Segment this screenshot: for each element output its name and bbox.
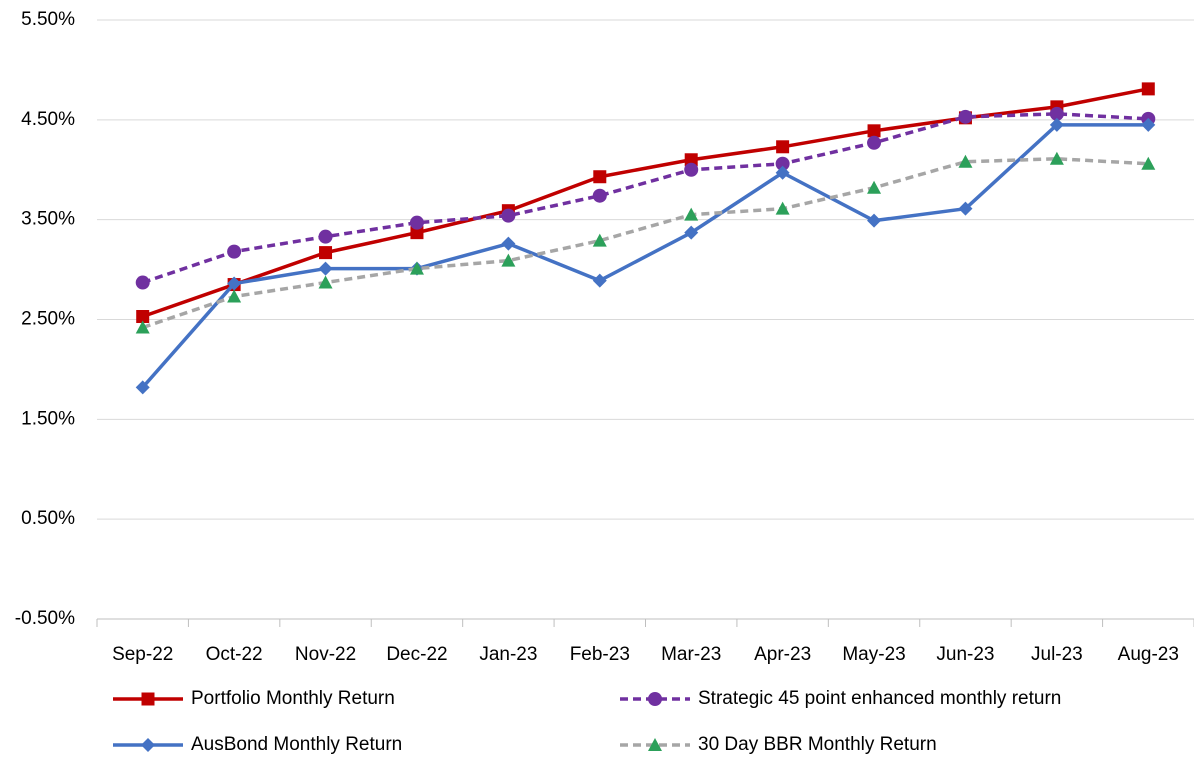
legend-marker [648, 738, 662, 751]
marker [684, 153, 698, 167]
marker [958, 109, 973, 124]
series-line [142, 157, 1149, 330]
x-tick-label: Jul-23 [1031, 644, 1083, 665]
marker [867, 180, 882, 194]
marker [592, 233, 607, 247]
marker [1141, 156, 1156, 170]
x-tick-label: Feb-23 [570, 644, 630, 665]
legend-marker [648, 692, 662, 706]
legend-marker [141, 692, 155, 706]
marker [1049, 151, 1064, 165]
legend-label: AusBond Monthly Return [191, 734, 402, 755]
marker [410, 226, 424, 240]
marker [775, 201, 790, 215]
marker [1141, 82, 1155, 96]
y-tick-label: 1.50% [21, 408, 75, 429]
x-tick-label: May-23 [842, 644, 905, 665]
x-tick-label: Jan-23 [479, 644, 537, 665]
marker [501, 208, 516, 223]
legend-label: Strategic 45 point enhanced monthly retu… [698, 688, 1061, 709]
legend-marker [141, 738, 155, 752]
marker [318, 275, 333, 289]
marker [409, 215, 424, 230]
x-tick-label: Sep-22 [112, 644, 173, 665]
marker [409, 261, 424, 275]
series-line [142, 87, 1149, 319]
marker [318, 261, 333, 276]
x-tick-label: Nov-22 [295, 644, 356, 665]
series-line [142, 112, 1149, 285]
marker [318, 229, 333, 244]
marker [684, 162, 699, 177]
x-tick-label: Mar-23 [661, 644, 721, 665]
marker [684, 225, 699, 240]
marker [1049, 117, 1064, 132]
marker [501, 236, 516, 251]
y-tick-label: 3.50% [21, 209, 75, 230]
marker [776, 140, 790, 154]
x-tick-label: Oct-22 [206, 644, 263, 665]
marker [593, 170, 607, 184]
marker [958, 201, 973, 216]
marker [227, 276, 242, 291]
legend-label: Portfolio Monthly Return [191, 688, 395, 709]
series-line [141, 123, 1149, 389]
marker [1141, 117, 1156, 132]
marker [592, 273, 607, 288]
marker [867, 135, 882, 150]
x-tick-label: Apr-23 [754, 644, 811, 665]
x-tick-label: Jun-23 [936, 644, 994, 665]
x-tick-label: Aug-23 [1118, 644, 1179, 665]
x-tick-label: Dec-22 [386, 644, 447, 665]
marker [136, 310, 150, 324]
y-tick-label: -0.50% [15, 608, 75, 629]
marker [227, 244, 242, 259]
y-tick-label: 0.50% [21, 508, 75, 529]
marker [867, 124, 881, 138]
marker [867, 213, 882, 228]
marker [592, 188, 607, 203]
y-tick-label: 4.50% [21, 109, 75, 130]
y-tick-label: 2.50% [21, 309, 75, 330]
marker [501, 253, 516, 267]
marker [684, 207, 699, 221]
marker [227, 289, 242, 303]
marker [319, 246, 333, 260]
marker [135, 380, 150, 395]
marker [775, 156, 790, 171]
legend-label: 30 Day BBR Monthly Return [698, 734, 937, 755]
y-tick-label: 5.50% [21, 9, 75, 30]
marker [135, 275, 150, 290]
marker [775, 165, 790, 180]
marker [135, 320, 150, 334]
marker [1049, 106, 1064, 121]
marker [958, 154, 973, 168]
